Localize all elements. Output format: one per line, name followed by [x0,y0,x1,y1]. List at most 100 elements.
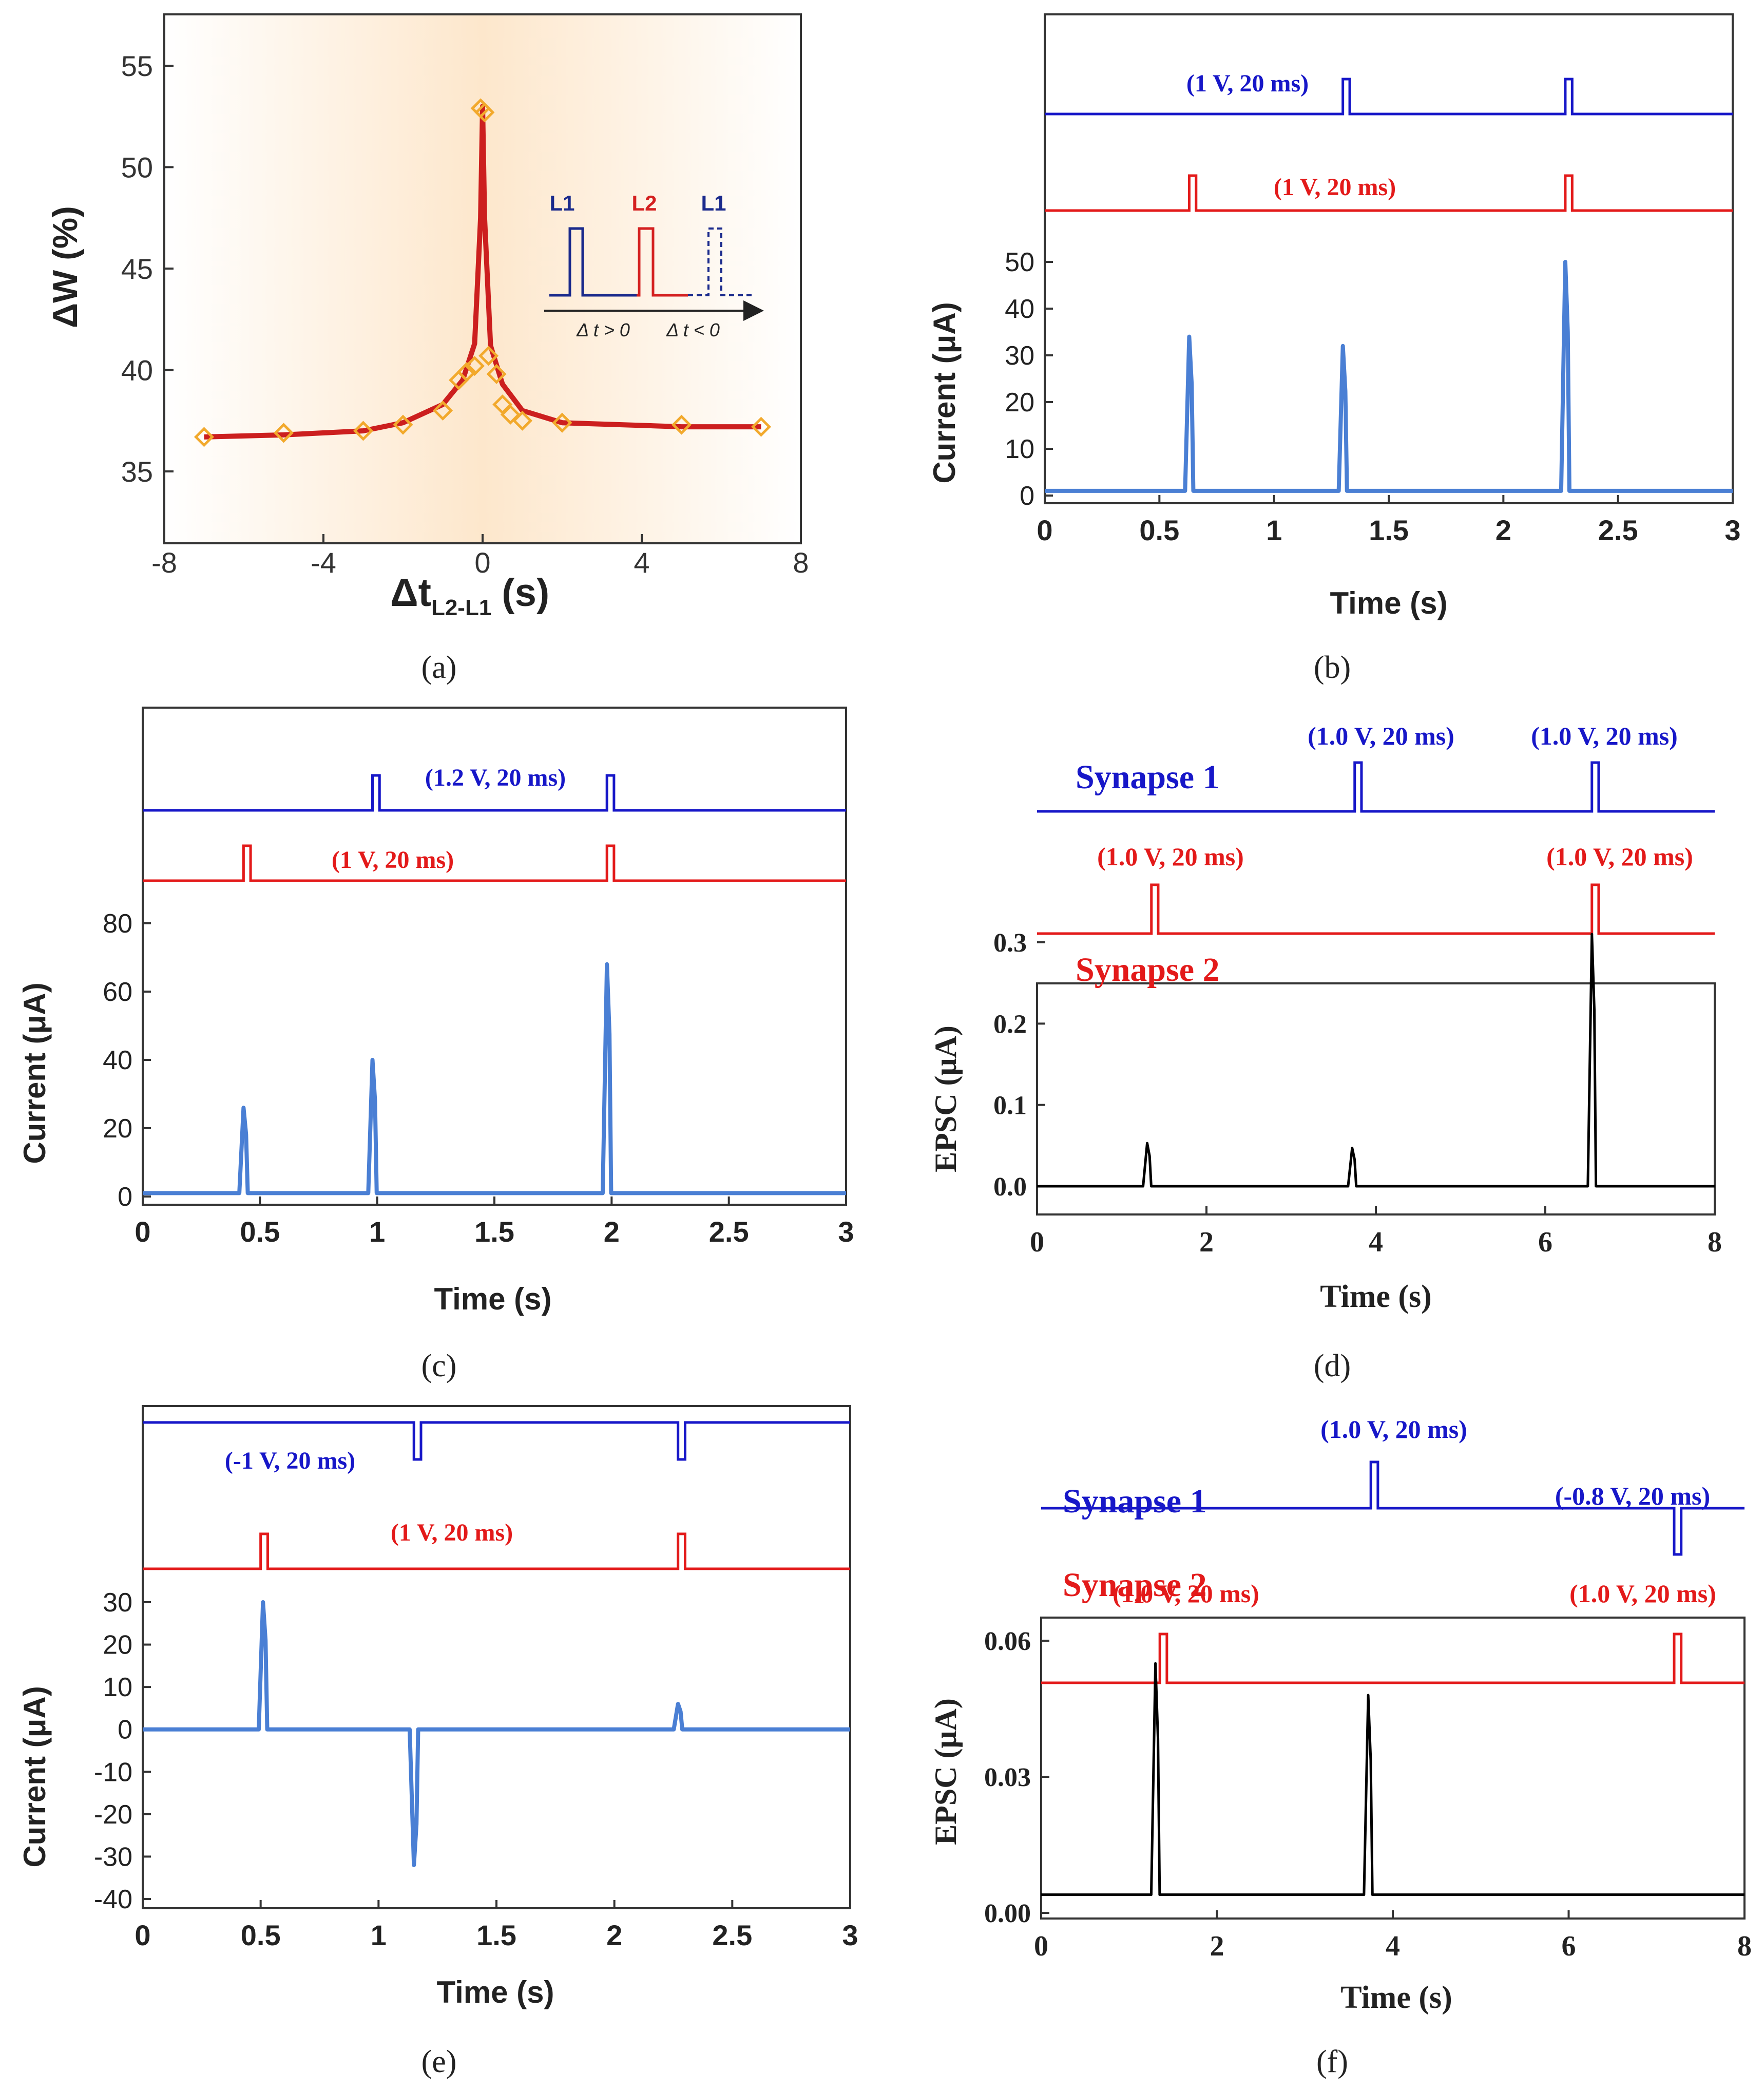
y-tick-label: 0 [118,1182,132,1212]
data-point [751,416,772,437]
y-tick-label: 50 [121,151,153,184]
panel-caption: (c) [421,1349,457,1383]
panel-b: (1 V, 20 ms) (1 V, 20 ms) 0 10 20 30 40 50 0 0… [927,13,1741,685]
data-point [456,362,477,382]
synapse-1-label: Synapse 1 [1063,1483,1207,1520]
y-tick-label: -10 [94,1757,132,1787]
panel-caption: (f) [1316,2044,1348,2079]
fit-curve [204,104,761,440]
inset-label-l1-dashed: L1 [701,191,726,215]
x-tick-label: 2.5 [709,1216,749,1248]
x-tick-label: 4 [634,546,649,579]
x-tick-label: 2 [606,1919,622,1951]
y-tick-label: 0.1 [993,1091,1027,1121]
y-tick-label: 50 [1005,248,1034,277]
x-tick-label: 4 [1369,1226,1383,1258]
data-point [432,400,453,421]
pulse-train-2 [143,844,846,882]
pulse-train-2 [1037,883,1715,935]
y-axis-label: Current (μA) [927,302,962,483]
y-axis-label: ΔW (%) [46,206,85,328]
inset-caption-left: Δ t > 0 [576,319,630,340]
panel-caption: (e) [421,2044,457,2079]
current-trace [143,1600,850,1867]
y-axis-label: Current (μA) [17,982,52,1164]
pulse-label-red: (1 V, 20 ms) [391,1519,513,1546]
x-axis-label: Time (s) [1330,586,1448,620]
x-tick-label: 0 [135,1216,150,1248]
x-tick-label: 8 [793,546,809,579]
x-tick-label: 1 [1266,514,1282,546]
panel-caption: (a) [421,650,457,685]
epsc-trace [1041,1662,1744,1896]
x-tick-label: 0.5 [241,1919,281,1951]
pulse-train-1 [1045,78,1733,116]
plot-frame-lower [1036,982,1716,1216]
pulse-label-blue: (1.2 V, 20 ms) [425,764,566,791]
y-tick-label: 30 [1005,341,1034,371]
x-axis-subscript: L2-L1 [431,595,491,620]
x-tick-label: 3 [842,1919,858,1951]
inset-label-l1: L1 [549,191,574,215]
y-tick-label: 0 [1020,481,1034,511]
x-tick-label: 3 [1724,514,1740,546]
data-point [353,421,374,441]
x-tick-label: 0 [474,546,490,579]
pulse-label-blue-2: (-0.8 V, 20 ms) [1555,1482,1710,1510]
y-tick-label: 0.2 [993,1010,1027,1039]
data-point [194,427,215,447]
y-axis-label: EPSC (μA) [929,1025,963,1172]
pulse-label-red: (1 V, 20 ms) [332,846,454,873]
panel-caption: (d) [1314,1349,1351,1383]
y-tick-label: -20 [94,1800,132,1830]
data-point [512,410,533,431]
x-tick-label: 1.5 [1369,514,1409,546]
x-tick-label: 1.5 [476,1919,516,1951]
x-tick-label: 6 [1562,1930,1576,1962]
y-tick-label: 0.06 [984,1627,1031,1656]
pulse-train-1 [143,774,846,812]
pulse-label-red-2: (1.0 V, 20 ms) [1569,1579,1716,1608]
pulse-label-blue-1: (1.0 V, 20 ms) [1308,721,1454,750]
y-tick-label: 60 [103,977,132,1007]
pulse-label-blue-1: (1.0 V, 20 ms) [1320,1415,1467,1444]
x-tick-label: 0 [1030,1226,1044,1258]
y-tick-label: 20 [1005,388,1034,417]
x-axis-label: Time (s) [1320,1279,1432,1314]
pulse-label-blue-2: (1.0 V, 20 ms) [1531,721,1678,750]
pulse-train-1 [143,1421,850,1461]
x-axis-label: Time (s) [1340,1980,1452,2015]
plot-frame [1044,13,1734,504]
y-axis-label: Current (μA) [17,1686,52,1867]
x-tick-label: 1.5 [474,1216,514,1248]
y-tick-label: 80 [103,909,132,939]
data-point [552,412,572,433]
pulse-train-2 [1041,1632,1744,1684]
current-trace [1045,260,1733,493]
x-axis-unit: (s) [502,571,549,615]
x-tick-label: 0 [1037,514,1052,546]
x-tick-label: -4 [311,546,336,579]
x-tick-label: 0.5 [240,1216,280,1248]
y-tick-label: 40 [103,1046,132,1075]
synapse-1-label: Synapse 1 [1076,758,1220,796]
y-tick-label: -40 [94,1885,132,1914]
synapse-2-label: Synapse 2 [1063,1566,1207,1604]
y-tick-label: 30 [103,1588,132,1618]
y-tick-label: 0.0 [993,1172,1027,1202]
y-tick-label: 35 [121,455,153,488]
pulse-train-2 [143,1532,850,1570]
data-point [478,346,499,366]
y-tick-label: 0.3 [993,928,1027,958]
panel-d: Synapse 1 Synapse 2 (1.0 V, 20 ms) (1.0 … [929,721,1722,1383]
y-tick-label: 40 [121,354,153,387]
panel-c: (1.2 V, 20 ms) (1 V, 20 ms) 0 20 40 60 80 0 0… [17,707,854,1383]
plot-frame-lower [1040,1617,1746,1920]
data-point [671,414,692,435]
epsc-trace [1037,933,1715,1188]
x-tick-label: 2 [1199,1226,1214,1258]
x-tick-label: 2.5 [1598,514,1638,546]
synapse-2-label: Synapse 2 [1076,951,1220,989]
current-trace [143,962,846,1195]
